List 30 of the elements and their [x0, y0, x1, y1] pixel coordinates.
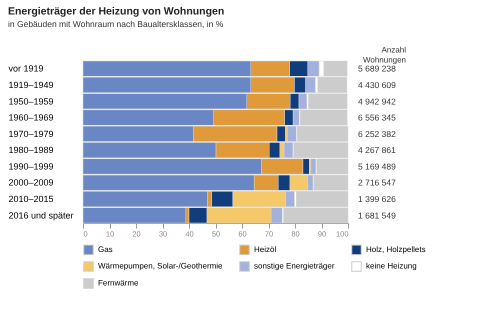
text: 4 942 942 — [358, 96, 396, 106]
y-tick-label: 1970–1979 — [8, 128, 54, 139]
y-tick-label: vor 1919 — [8, 64, 44, 74]
y-tick-label: 1960–1969 — [8, 112, 54, 123]
text: 6 556 345 — [358, 112, 396, 123]
text: 4 430 609 — [358, 80, 396, 90]
text: 6 252 382 — [358, 128, 396, 139]
text: 4 267 861 — [358, 145, 396, 156]
text: 2 716 547 — [358, 178, 396, 188]
legend-label: keine Heizung — [366, 262, 417, 270]
legend-label: Wärmepumpen, Solar-/Geothermie — [98, 262, 224, 270]
legend-label: Fernwärme — [98, 278, 140, 288]
text: 5 169 489 — [358, 161, 396, 172]
chart-title: Energieträger der Heizung von Wohnungen — [8, 6, 224, 18]
legend-label: Holz, Holzpellets — [366, 244, 426, 254]
text: 1 681 549 — [358, 210, 396, 220]
text: 1 399 626 — [358, 194, 396, 204]
text: Anzahl Wohnungen — [363, 46, 406, 65]
text: 5 689 238 — [358, 64, 396, 74]
y-tick-label: 1990–1999 — [8, 161, 54, 172]
y-tick-label: 2000–2009 — [8, 178, 54, 188]
legend-label: Heizöl — [254, 244, 276, 254]
y-tick-label: 2010–2015 — [8, 194, 54, 204]
chart-subtitle: in Gebäuden mit Wohnraum nach Baualtersklassen, in % — [8, 19, 224, 30]
y-tick-label: 2016 und später — [8, 210, 74, 220]
legend-label: sonstige Energieträger — [254, 262, 335, 270]
y-tick-label: 1980–1989 — [8, 145, 54, 156]
y-tick-label: 1919–1949 — [8, 80, 54, 90]
y-tick-label: 1950–1959 — [8, 96, 54, 106]
legend-label: Gas — [98, 244, 113, 254]
